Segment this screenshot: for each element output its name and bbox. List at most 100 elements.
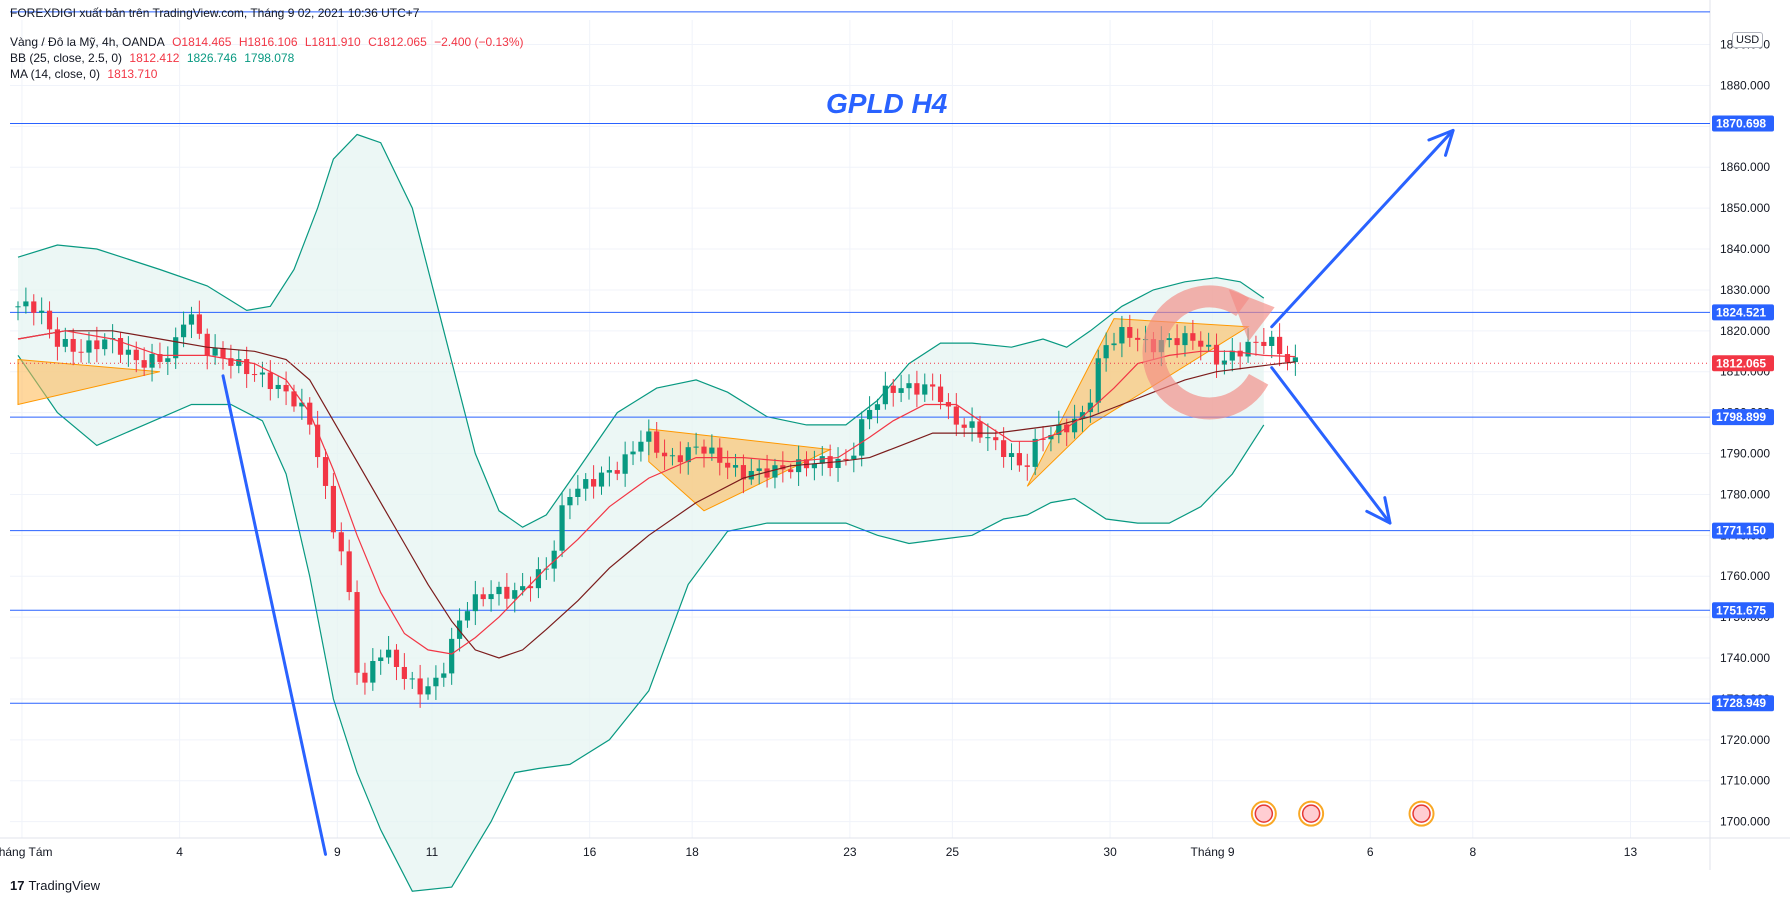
candle-body[interactable] — [212, 348, 218, 356]
candle-body[interactable] — [472, 594, 478, 612]
candle-body[interactable] — [275, 384, 281, 390]
candle-body[interactable] — [480, 594, 486, 600]
candle-body[interactable] — [1064, 424, 1070, 433]
candle-body[interactable] — [1048, 434, 1054, 440]
candle-body[interactable] — [1032, 438, 1038, 467]
price-axis-label[interactable] — [1712, 602, 1774, 619]
candle-body[interactable] — [811, 463, 817, 469]
candle-body[interactable] — [677, 455, 683, 463]
candle-body[interactable] — [922, 384, 928, 395]
candle-body[interactable] — [330, 485, 336, 533]
candle-body[interactable] — [969, 421, 975, 428]
candle-body[interactable] — [354, 592, 360, 673]
candle-body[interactable] — [401, 666, 407, 679]
candle-body[interactable] — [464, 611, 471, 621]
candle-body[interactable] — [117, 338, 124, 355]
candle-body[interactable] — [583, 479, 589, 489]
footer-logo[interactable]: 17 TradingView — [10, 878, 100, 893]
candle-body[interactable] — [1261, 341, 1267, 346]
candle-body[interactable] — [1079, 412, 1086, 419]
candle-body[interactable] — [717, 447, 723, 463]
candle-body[interactable] — [1277, 336, 1283, 355]
candle-body[interactable] — [370, 661, 376, 683]
price-axis-label[interactable] — [1712, 355, 1774, 372]
bb-indicator-line[interactable]: BB (25, close, 2.5, 0) 1812.412 1826.746… — [10, 51, 298, 66]
candle-body[interactable] — [102, 339, 108, 350]
candle-body[interactable] — [94, 340, 100, 350]
candle-body[interactable] — [1229, 350, 1235, 361]
candle-body[interactable] — [315, 424, 321, 458]
candle-body[interactable] — [953, 406, 959, 425]
candle-body[interactable] — [937, 386, 944, 403]
candle-body[interactable] — [1269, 336, 1275, 346]
candle-body[interactable] — [1024, 465, 1030, 467]
candle-body[interactable] — [1135, 337, 1141, 340]
price-axis-label[interactable] — [1712, 695, 1774, 712]
candle-body[interactable] — [54, 329, 61, 347]
candle-body[interactable] — [393, 649, 400, 667]
candle-body[interactable] — [654, 431, 660, 453]
candle-body[interactable] — [504, 586, 510, 599]
candle-body[interactable] — [535, 569, 542, 589]
candle-body[interactable] — [1001, 440, 1007, 458]
candle-body[interactable] — [449, 638, 455, 674]
triangle-pattern[interactable] — [1026, 318, 1250, 487]
candle-body[interactable] — [188, 314, 195, 325]
candle-body[interactable] — [133, 349, 139, 361]
candle-body[interactable] — [520, 586, 526, 591]
candle-body[interactable] — [1040, 438, 1046, 440]
candle-body[interactable] — [638, 441, 644, 452]
candle-body[interactable] — [283, 384, 289, 392]
candle-body[interactable] — [693, 446, 699, 448]
candle-body[interactable] — [914, 383, 920, 395]
candle-body[interactable] — [78, 351, 84, 353]
candle-body[interactable] — [259, 372, 266, 375]
candle-body[interactable] — [236, 359, 242, 366]
candle-body[interactable] — [456, 620, 463, 639]
candle-body[interactable] — [1071, 418, 1078, 433]
candle-body[interactable] — [1213, 344, 1220, 365]
triangle-pattern[interactable] — [17, 358, 161, 406]
candle-body[interactable] — [1292, 357, 1298, 363]
candle-body[interactable] — [39, 310, 45, 313]
candle-body[interactable] — [31, 301, 37, 313]
candle-body[interactable] — [543, 568, 549, 570]
candle-body[interactable] — [173, 337, 179, 359]
candle-body[interactable] — [417, 678, 423, 695]
candle-body[interactable] — [709, 447, 715, 454]
candle-body[interactable] — [433, 677, 439, 687]
candle-body[interactable] — [977, 421, 983, 438]
candle-body[interactable] — [409, 678, 415, 680]
price-axis-label[interactable] — [1712, 409, 1774, 426]
candle-body[interactable] — [732, 465, 739, 468]
candle-body[interactable] — [866, 409, 873, 420]
candle-body[interactable] — [228, 358, 234, 366]
candle-body[interactable] — [1119, 327, 1125, 344]
candle-body[interactable] — [527, 586, 534, 589]
candle-body[interactable] — [62, 338, 68, 347]
candle-body[interactable] — [1127, 327, 1133, 338]
candle-body[interactable] — [1182, 333, 1188, 346]
candle-body[interactable] — [149, 354, 155, 368]
candle-body[interactable] — [961, 424, 967, 428]
candle-body[interactable] — [614, 470, 620, 474]
candle-body[interactable] — [157, 354, 163, 362]
candle-body[interactable] — [346, 551, 352, 593]
candle-body[interactable] — [772, 465, 778, 478]
candle-body[interactable] — [661, 452, 668, 457]
candle-body[interactable] — [512, 590, 518, 599]
candle-body[interactable] — [591, 479, 597, 487]
candle-body[interactable] — [1253, 341, 1259, 343]
candle-body[interactable] — [1103, 345, 1109, 359]
candle-body[interactable] — [488, 594, 494, 600]
candle-body[interactable] — [220, 348, 226, 359]
candle-body[interactable] — [622, 454, 628, 474]
candle-body[interactable] — [598, 472, 605, 487]
candle-body[interactable] — [646, 431, 652, 442]
candle-body[interactable] — [338, 532, 344, 552]
candle-body[interactable] — [1206, 344, 1212, 347]
candle-body[interactable] — [196, 314, 202, 334]
candle-body[interactable] — [748, 471, 754, 480]
candle-body[interactable] — [1056, 424, 1062, 435]
candle-body[interactable] — [23, 301, 29, 307]
